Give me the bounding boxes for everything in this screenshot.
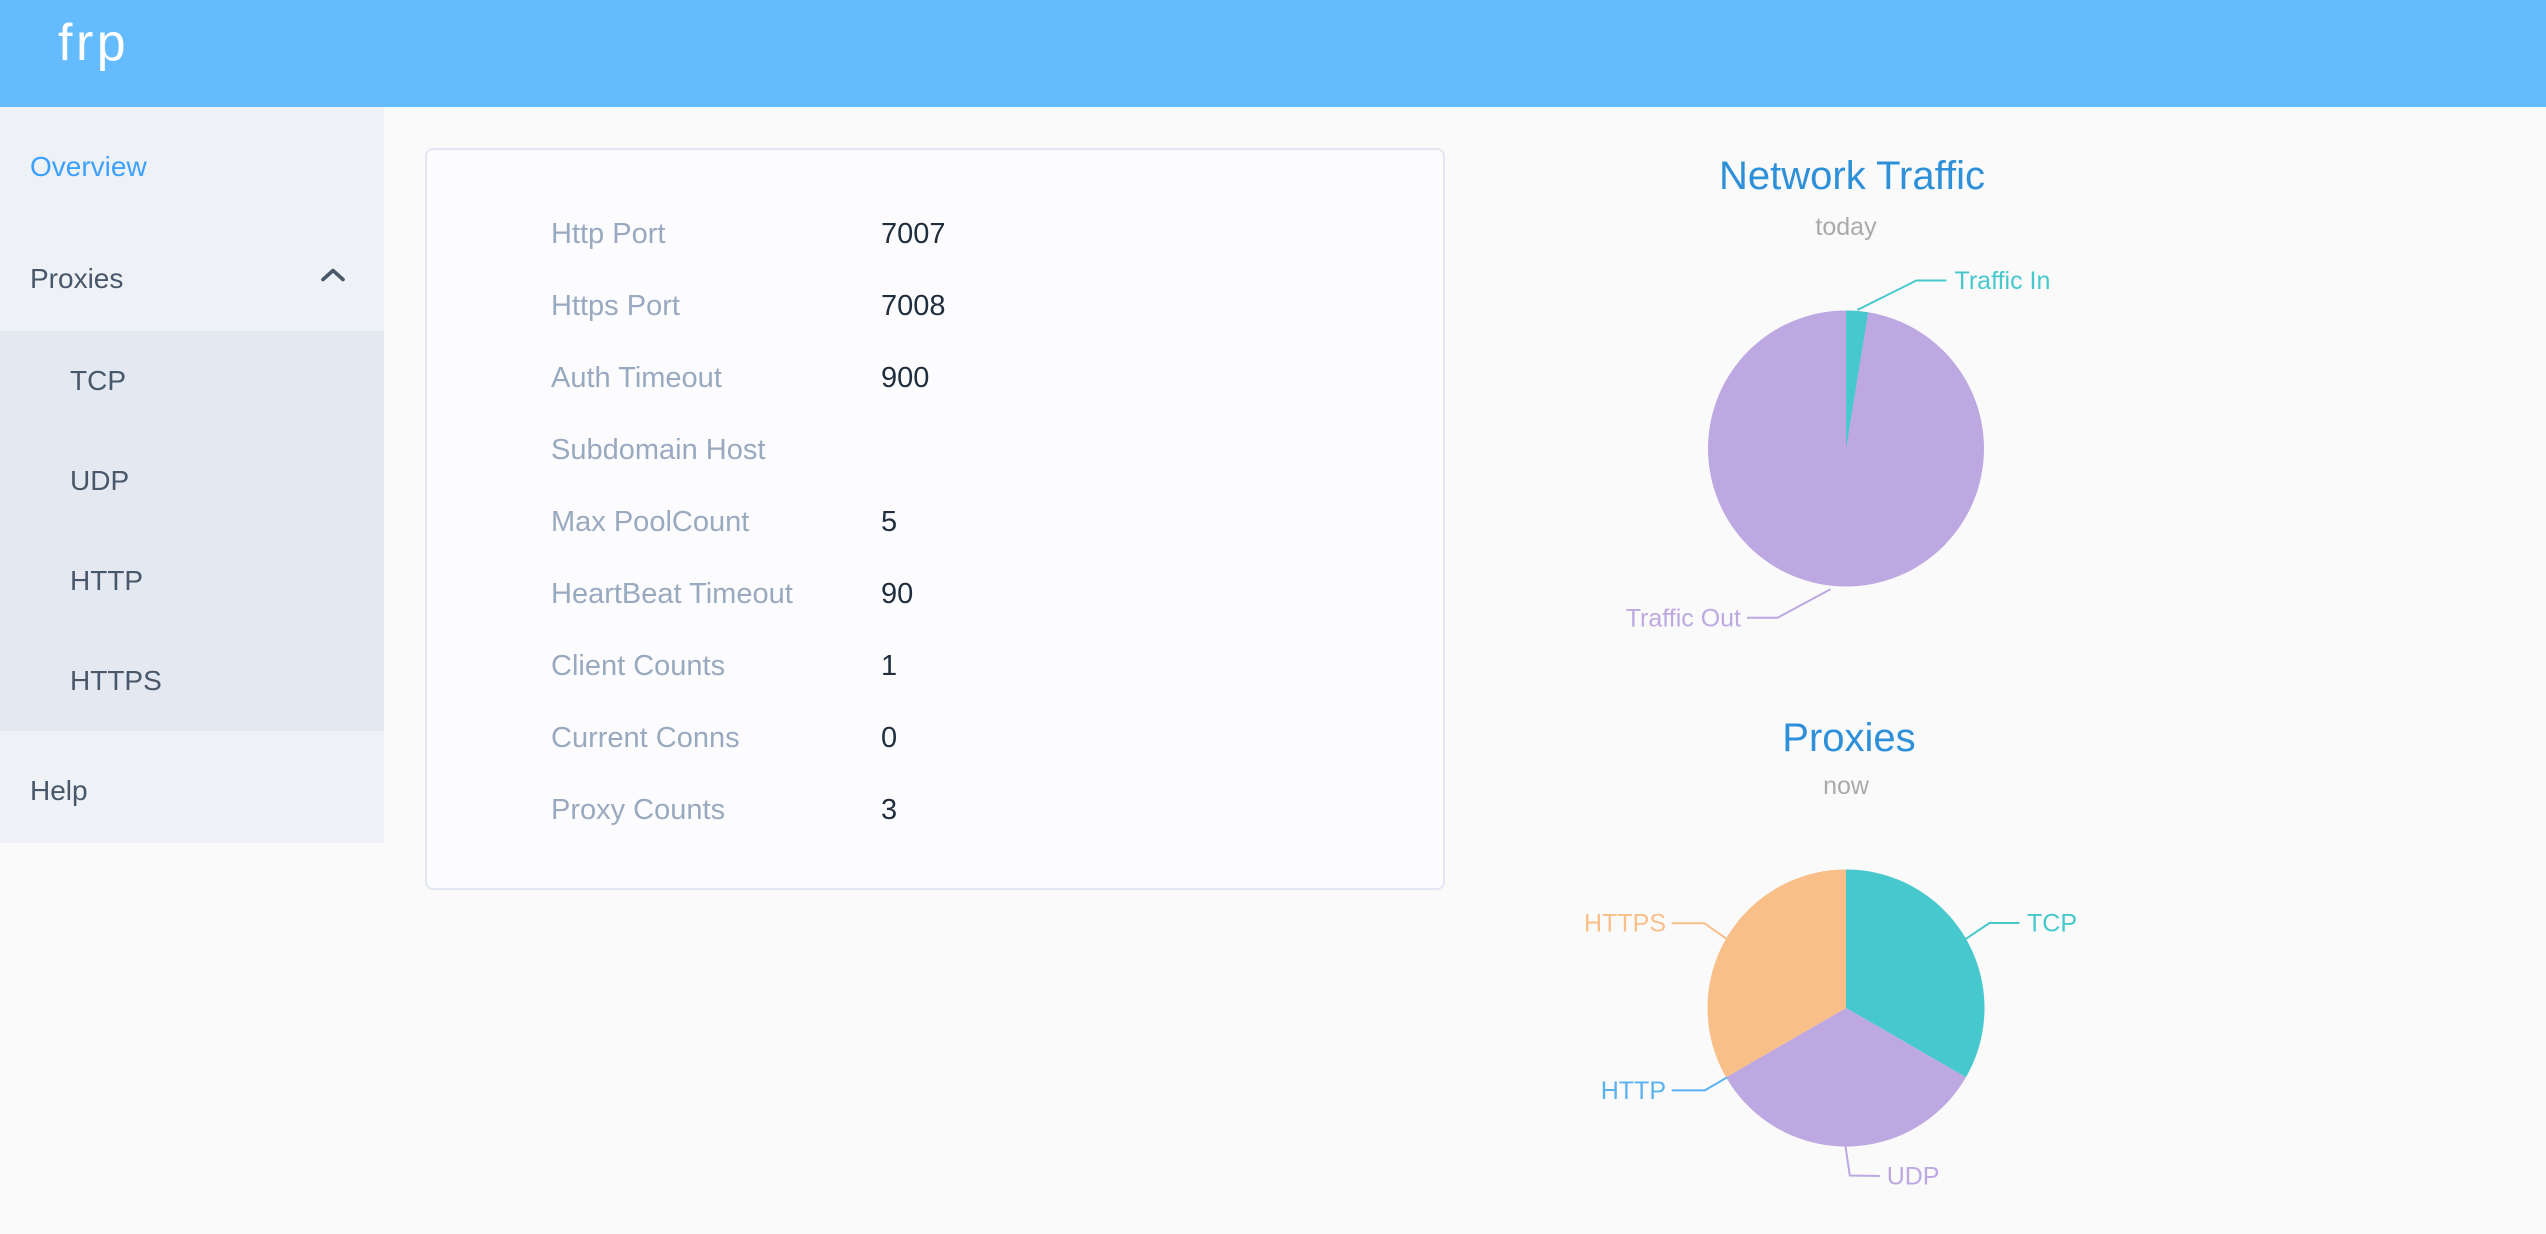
svg-text:HTTPS: HTTPS xyxy=(1584,910,1666,938)
svg-text:Traffic In: Traffic In xyxy=(1955,267,2051,295)
svg-text:HTTP: HTTP xyxy=(1601,1077,1666,1105)
svg-text:Proxies: Proxies xyxy=(1782,716,1915,760)
svg-text:TCP: TCP xyxy=(2027,910,2077,938)
svg-text:today: today xyxy=(1815,213,1877,241)
svg-text:now: now xyxy=(1823,772,1870,800)
svg-text:UDP: UDP xyxy=(1887,1163,1940,1191)
svg-text:Traffic Out: Traffic Out xyxy=(1626,604,1741,632)
svg-text:Network Traffic: Network Traffic xyxy=(1719,154,1985,198)
